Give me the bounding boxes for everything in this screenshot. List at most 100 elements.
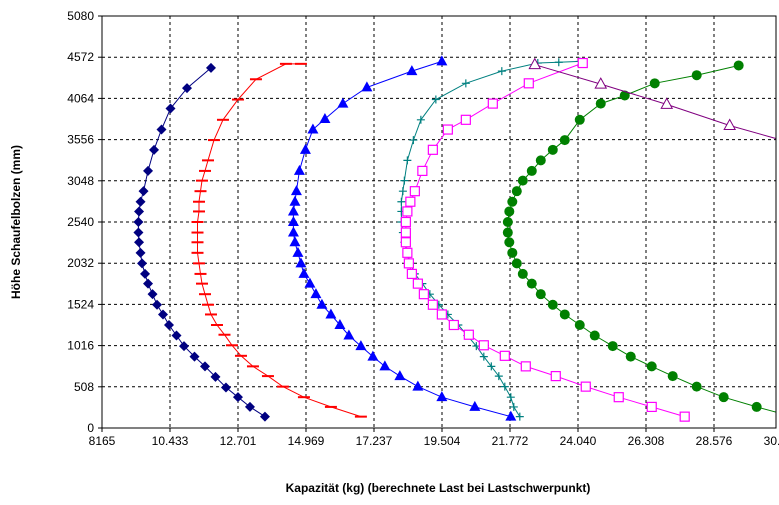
y-tick-label: 0 bbox=[87, 421, 94, 435]
y-tick-label: 3556 bbox=[67, 133, 94, 147]
point-marker bbox=[511, 186, 522, 197]
point-marker bbox=[500, 382, 509, 391]
point-marker bbox=[409, 186, 420, 197]
point-marker bbox=[607, 341, 618, 352]
point-marker bbox=[517, 268, 528, 279]
point-marker bbox=[660, 97, 674, 109]
point-marker bbox=[507, 196, 518, 207]
point-marker bbox=[403, 258, 414, 269]
y-tick-label: 1524 bbox=[67, 297, 94, 311]
point-marker bbox=[287, 226, 299, 237]
point-marker bbox=[679, 411, 690, 422]
point-marker bbox=[135, 196, 146, 207]
point-marker bbox=[499, 350, 510, 361]
point-marker bbox=[416, 115, 425, 124]
point-marker bbox=[361, 81, 373, 92]
y-tick-label: 4064 bbox=[67, 91, 94, 105]
point-marker bbox=[244, 401, 255, 412]
point-marker bbox=[751, 401, 762, 412]
point-marker bbox=[259, 411, 270, 422]
point-marker bbox=[334, 319, 346, 329]
point-marker bbox=[574, 114, 585, 125]
point-marker bbox=[497, 67, 506, 76]
point-marker bbox=[295, 257, 307, 268]
point-marker bbox=[199, 361, 210, 372]
point-marker bbox=[528, 57, 542, 70]
point-marker bbox=[134, 237, 145, 248]
point-marker bbox=[379, 360, 391, 371]
point-marker bbox=[298, 267, 310, 278]
x-tick-label: 26.308 bbox=[628, 434, 665, 448]
point-marker bbox=[418, 289, 429, 300]
point-marker bbox=[436, 55, 448, 66]
point-marker bbox=[412, 278, 423, 289]
point-marker bbox=[287, 216, 299, 226]
point-marker bbox=[171, 330, 182, 341]
x-tick-label: 8165 bbox=[89, 434, 116, 448]
point-marker bbox=[210, 371, 221, 382]
series-6 bbox=[502, 60, 776, 413]
point-marker bbox=[487, 98, 498, 109]
point-marker bbox=[158, 309, 169, 320]
point-marker bbox=[595, 98, 606, 109]
point-marker bbox=[205, 62, 216, 73]
series-7 bbox=[528, 57, 776, 140]
point-marker bbox=[504, 237, 515, 248]
point-marker bbox=[460, 114, 471, 125]
point-marker bbox=[509, 402, 518, 411]
y-tick-label: 5080 bbox=[67, 9, 94, 23]
point-marker bbox=[189, 351, 200, 362]
point-marker bbox=[733, 60, 744, 71]
point-marker bbox=[554, 58, 563, 67]
point-marker bbox=[135, 247, 146, 258]
point-marker bbox=[487, 362, 496, 371]
point-marker bbox=[526, 165, 537, 176]
point-marker bbox=[526, 278, 537, 289]
point-marker bbox=[307, 123, 319, 134]
point-marker bbox=[179, 341, 190, 352]
point-marker bbox=[417, 165, 428, 177]
point-marker bbox=[156, 124, 167, 135]
point-marker bbox=[646, 361, 657, 372]
y-tick-label: 2540 bbox=[67, 215, 94, 229]
point-marker bbox=[232, 392, 243, 403]
point-marker bbox=[494, 372, 503, 381]
point-marker bbox=[613, 392, 624, 403]
point-marker bbox=[547, 299, 558, 310]
point-marker bbox=[143, 278, 154, 289]
point-marker bbox=[343, 329, 355, 340]
point-marker bbox=[550, 370, 561, 382]
series-layer bbox=[133, 55, 776, 422]
point-marker bbox=[355, 340, 367, 351]
point-marker bbox=[397, 197, 406, 206]
point-marker bbox=[535, 155, 546, 166]
point-marker bbox=[504, 206, 515, 217]
point-marker bbox=[478, 340, 489, 351]
series-2 bbox=[191, 62, 367, 418]
point-marker bbox=[140, 268, 151, 279]
point-marker bbox=[479, 352, 488, 361]
point-marker bbox=[619, 90, 630, 101]
point-marker bbox=[436, 309, 447, 320]
point-marker bbox=[143, 165, 154, 176]
point-marker bbox=[412, 380, 424, 391]
point-marker bbox=[405, 196, 416, 207]
point-marker bbox=[133, 227, 144, 238]
x-tick-label: 19.504 bbox=[424, 434, 461, 448]
x-axis-title: Kapazität (kg) (berechnete Last bei Last… bbox=[286, 481, 591, 495]
point-marker bbox=[293, 164, 305, 175]
point-marker bbox=[292, 246, 304, 257]
point-marker bbox=[310, 288, 322, 299]
x-tick-label: 30.844 bbox=[764, 434, 779, 448]
point-marker bbox=[289, 236, 301, 247]
series-3 bbox=[287, 55, 517, 421]
series-line bbox=[197, 63, 362, 418]
point-marker bbox=[515, 412, 524, 421]
point-marker bbox=[461, 79, 470, 88]
series-line bbox=[534, 64, 776, 140]
point-marker bbox=[325, 308, 337, 319]
point-marker bbox=[505, 410, 517, 421]
point-marker bbox=[403, 156, 412, 165]
point-marker bbox=[400, 227, 411, 238]
